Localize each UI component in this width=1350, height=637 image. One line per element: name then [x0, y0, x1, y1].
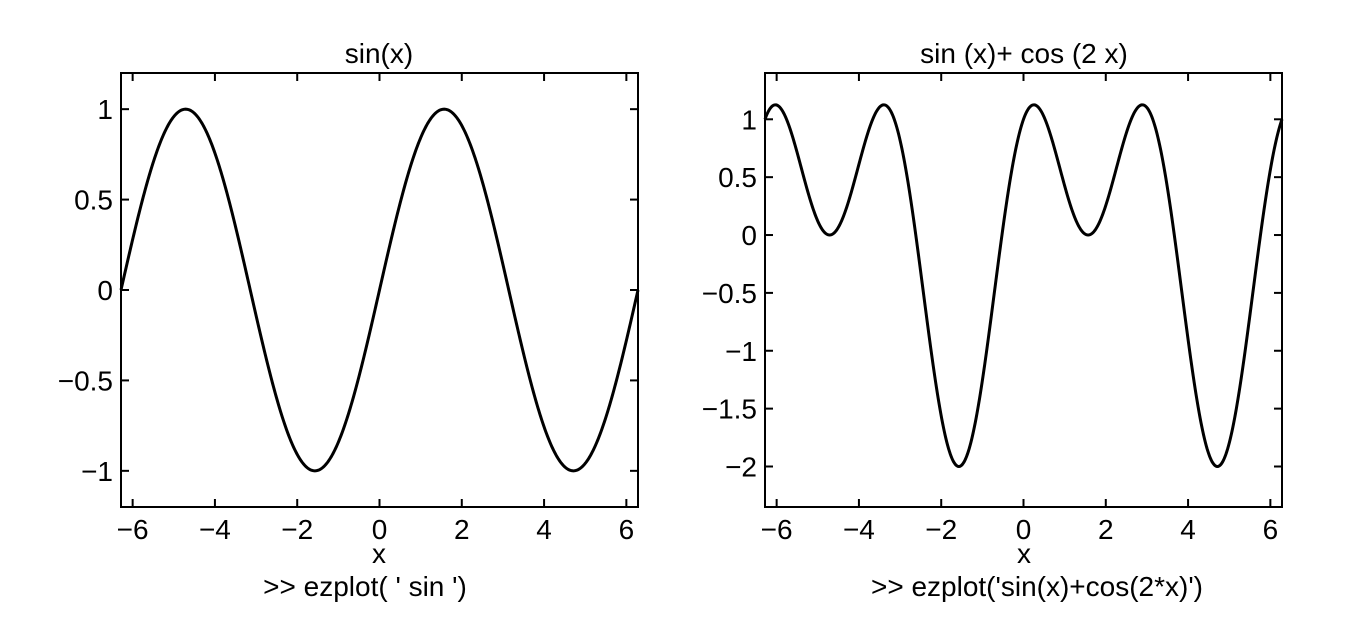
x-tick-label: 6 — [619, 514, 635, 545]
x-tick-label: 4 — [536, 514, 552, 545]
x-tick-label: −4 — [199, 514, 231, 545]
plot-lines — [119, 107, 640, 473]
command-caption: >> ezplot('sin(x)+cos(2*x)') — [871, 571, 1203, 602]
x-ticks: −6 −4 −2 0 2 4 6 — [761, 73, 1278, 545]
y-tick-label: −0.5 — [702, 278, 757, 309]
chart-title: sin(x) — [345, 38, 413, 69]
y-tick-label: 1 — [741, 104, 757, 135]
series-line — [763, 103, 1284, 469]
right-chart-sin-plus-cos: sin (x)+ cos (2 x) −6 −4 −2 0 2 4 6 −2 −1.5 −1 −0… — [702, 38, 1284, 602]
series-line — [119, 107, 640, 473]
x-tick-label: −6 — [117, 514, 149, 545]
x-axis-label: x — [1017, 538, 1031, 569]
x-ticks: −6 −4 −2 0 2 4 6 — [117, 73, 634, 545]
y-tick-label: 0.5 — [74, 185, 113, 216]
y-tick-label: 1 — [97, 94, 113, 125]
y-tick-label: −1 — [81, 456, 113, 487]
x-axis-label: x — [372, 538, 386, 569]
x-tick-label: −4 — [843, 514, 875, 545]
y-tick-label: 0 — [741, 220, 757, 251]
y-ticks: −1 −0.5 0 0.5 1 — [58, 94, 638, 487]
command-caption: >> ezplot( ' sin ') — [263, 571, 467, 602]
x-tick-label: 2 — [454, 514, 470, 545]
x-tick-label: 6 — [1263, 514, 1279, 545]
plot-lines — [763, 103, 1284, 469]
y-tick-label: 0 — [97, 275, 113, 306]
x-tick-label: −6 — [761, 514, 793, 545]
left-chart-sin: sin(x) −6 −4 −2 0 2 4 6 −1 −0.5 0 0.5 1 x >> ezplo… — [58, 38, 640, 602]
y-tick-label: −0.5 — [58, 365, 113, 396]
x-tick-label: 4 — [1180, 514, 1196, 545]
y-tick-label: −1.5 — [702, 394, 757, 425]
x-tick-label: −2 — [925, 514, 957, 545]
x-tick-label: 2 — [1098, 514, 1114, 545]
x-tick-label: 0 — [1016, 514, 1032, 545]
x-tick-label: 0 — [372, 514, 388, 545]
y-tick-label: 0.5 — [718, 162, 757, 193]
y-tick-label: −2 — [725, 451, 757, 482]
x-tick-label: −2 — [281, 514, 313, 545]
y-tick-label: −1 — [725, 336, 757, 367]
chart-title: sin (x)+ cos (2 x) — [920, 38, 1128, 69]
y-ticks: −2 −1.5 −1 −0.5 0 0.5 1 — [702, 104, 1282, 482]
